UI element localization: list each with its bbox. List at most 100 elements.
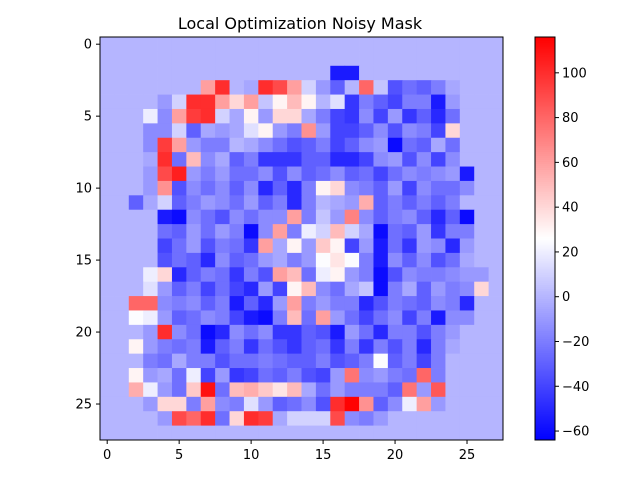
- heatmap-cell: [128, 224, 144, 239]
- heatmap-cell: [387, 65, 403, 81]
- colorbar-segment: [535, 286, 555, 290]
- heatmap-cell: [171, 267, 187, 283]
- heatmap-cell: [229, 425, 245, 441]
- heatmap-cell: [287, 137, 302, 153]
- heatmap-cell: [330, 382, 346, 398]
- heatmap-cell: [100, 224, 115, 239]
- heatmap-cell: [416, 339, 432, 355]
- heatmap-cell: [445, 382, 461, 398]
- heatmap-cell: [114, 209, 130, 225]
- heatmap-cell: [215, 152, 230, 167]
- heatmap-cell: [157, 209, 173, 225]
- heatmap-cell: [171, 166, 187, 182]
- heatmap-cell: [186, 37, 202, 52]
- heatmap-cell: [287, 224, 302, 239]
- heatmap-cell: [387, 281, 403, 297]
- heatmap-cell: [373, 94, 389, 110]
- heatmap-cell: [243, 411, 259, 426]
- heatmap-cell: [445, 180, 461, 196]
- heatmap-cell: [171, 281, 187, 297]
- colorbar-segment: [535, 41, 555, 44]
- heatmap-cell: [387, 80, 403, 95]
- colorbar-segment: [535, 47, 555, 50]
- heatmap-cell: [114, 296, 130, 311]
- heatmap-cell: [200, 310, 216, 326]
- heatmap-cell: [200, 180, 216, 196]
- heatmap-cell: [359, 382, 374, 398]
- heatmap-cell: [114, 396, 130, 412]
- heatmap-cell: [431, 353, 446, 369]
- heatmap-cell: [272, 382, 288, 398]
- colorbar-segment: [535, 165, 555, 169]
- heatmap-cell: [157, 339, 173, 355]
- heatmap-cell: [488, 166, 504, 182]
- heatmap-cell: [315, 209, 331, 225]
- heatmap-cell: [186, 94, 202, 110]
- colorbar-segment: [535, 254, 555, 258]
- heatmap-cell: [344, 425, 360, 441]
- colorbar-segment: [535, 232, 555, 235]
- heatmap-cell: [402, 224, 418, 239]
- heatmap-cell: [143, 51, 158, 67]
- heatmap-cell: [215, 353, 230, 369]
- heatmap-cell: [258, 310, 274, 326]
- heatmap-cell: [186, 166, 202, 182]
- colorbar-segment: [535, 248, 555, 252]
- heatmap-cell: [431, 252, 446, 268]
- heatmap-cell: [315, 324, 331, 340]
- colorbar-segment: [535, 71, 555, 74]
- heatmap-cell: [431, 108, 446, 124]
- heatmap-cell: [344, 37, 360, 52]
- heatmap-cell: [330, 94, 346, 110]
- heatmap-cell: [459, 368, 475, 383]
- heatmap-cell: [243, 123, 259, 139]
- heatmap-cell: [315, 80, 331, 95]
- colorbar-segment: [535, 242, 555, 246]
- heatmap-cell: [171, 224, 187, 239]
- heatmap-cell: [387, 296, 403, 311]
- heatmap-cell: [258, 123, 274, 139]
- colorbar-segment: [535, 169, 555, 173]
- heatmap-cell: [330, 166, 346, 182]
- colorbar-segment: [535, 415, 555, 419]
- colorbar-segment: [535, 361, 555, 364]
- heatmap-cell: [488, 224, 504, 239]
- heatmap-cell: [330, 65, 346, 81]
- heatmap-cell: [344, 353, 360, 369]
- heatmap-cell: [344, 80, 360, 95]
- heatmap-cell: [459, 180, 475, 196]
- heatmap-cell: [344, 411, 360, 426]
- heatmap-cell: [100, 353, 115, 369]
- heatmap-cell: [272, 411, 288, 426]
- colorbar-segment: [535, 222, 555, 225]
- heatmap-cell: [431, 65, 446, 81]
- heatmap-cell: [474, 224, 489, 239]
- heatmap-cell: [128, 152, 144, 167]
- heatmap-cell: [258, 353, 274, 369]
- heatmap-cell: [229, 411, 245, 426]
- heatmap-cell: [359, 152, 374, 167]
- heatmap-cell: [143, 166, 158, 182]
- heatmap-cell: [488, 195, 504, 211]
- heatmap-cell: [272, 195, 288, 211]
- colorbar-segment: [535, 184, 555, 187]
- heatmap-cell: [243, 252, 259, 268]
- heatmap-cell: [344, 180, 360, 196]
- heatmap-cell: [474, 411, 489, 426]
- colorbar-segment: [535, 220, 555, 223]
- heatmap-cell: [330, 224, 346, 239]
- heatmap-cell: [315, 368, 331, 383]
- heatmap-cell: [330, 411, 346, 426]
- heatmap-cell: [243, 94, 259, 110]
- heatmap-cell: [474, 324, 489, 340]
- heatmap-cell: [258, 339, 274, 355]
- heatmap-cell: [459, 123, 475, 139]
- heatmap-cell: [387, 224, 403, 239]
- heatmap-cell: [171, 238, 187, 254]
- colorbar-tick-label: 0: [562, 290, 570, 305]
- heatmap-cell: [272, 252, 288, 268]
- heatmap-cell: [474, 238, 489, 254]
- colorbar-segment: [535, 278, 555, 282]
- heatmap-cell: [431, 51, 446, 67]
